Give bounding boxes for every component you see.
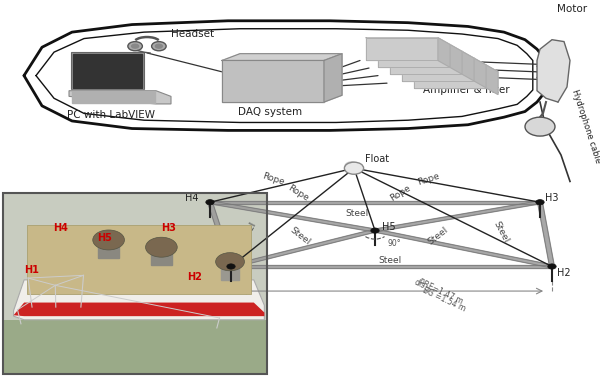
Text: Steel: Steel	[379, 256, 401, 265]
Circle shape	[128, 42, 142, 51]
Circle shape	[215, 253, 244, 271]
Bar	[3, 193, 267, 374]
Polygon shape	[402, 58, 474, 81]
Text: dis.: dis.	[413, 277, 429, 291]
Text: Motor: Motor	[557, 5, 587, 14]
Text: H4: H4	[185, 194, 198, 203]
Text: H3: H3	[161, 223, 176, 232]
Polygon shape	[209, 201, 376, 232]
Circle shape	[146, 237, 177, 257]
Text: BG =1.54 m: BG =1.54 m	[421, 285, 467, 313]
Text: PRE=1.47 m: PRE=1.47 m	[417, 278, 464, 306]
Polygon shape	[390, 51, 462, 74]
Text: H1: H1	[208, 268, 221, 278]
Text: Steel: Steel	[426, 226, 450, 247]
Text: Headset: Headset	[171, 29, 214, 39]
Text: H3: H3	[545, 194, 559, 203]
Polygon shape	[230, 229, 376, 268]
Text: DAQ system: DAQ system	[238, 107, 302, 117]
Circle shape	[548, 264, 556, 269]
Bar	[3, 320, 267, 374]
Bar	[3, 193, 267, 374]
Circle shape	[344, 162, 364, 174]
Polygon shape	[378, 45, 462, 51]
Polygon shape	[69, 91, 171, 104]
Text: Amplifier & filter: Amplifier & filter	[423, 85, 509, 95]
Circle shape	[155, 43, 163, 49]
Polygon shape	[14, 280, 265, 320]
Text: PC with LabVIEW: PC with LabVIEW	[67, 110, 155, 120]
Polygon shape	[414, 65, 498, 72]
Text: Hydrophone cable: Hydrophone cable	[570, 88, 600, 165]
Polygon shape	[73, 54, 142, 88]
Polygon shape	[71, 52, 144, 89]
Circle shape	[227, 264, 235, 269]
Text: Steel: Steel	[491, 220, 511, 245]
Polygon shape	[374, 229, 553, 268]
Polygon shape	[151, 247, 172, 265]
Circle shape	[536, 200, 544, 205]
Text: 90°: 90°	[387, 239, 401, 248]
Polygon shape	[324, 54, 342, 102]
Polygon shape	[221, 263, 239, 280]
Polygon shape	[486, 65, 498, 94]
Polygon shape	[366, 38, 438, 60]
Polygon shape	[402, 58, 486, 65]
Polygon shape	[390, 51, 474, 58]
Text: H5: H5	[382, 222, 395, 232]
Polygon shape	[378, 45, 450, 67]
Polygon shape	[414, 65, 486, 88]
Polygon shape	[72, 91, 155, 103]
Circle shape	[206, 200, 214, 205]
Text: H2: H2	[187, 273, 202, 282]
Text: Rope: Rope	[261, 172, 285, 187]
Text: Float: Float	[365, 154, 389, 164]
Circle shape	[131, 43, 139, 49]
Text: Steel: Steel	[288, 226, 312, 247]
Text: H1: H1	[24, 265, 39, 275]
Polygon shape	[474, 58, 486, 88]
Polygon shape	[537, 40, 570, 102]
Polygon shape	[462, 51, 474, 81]
Polygon shape	[374, 201, 541, 232]
Polygon shape	[538, 202, 554, 266]
Polygon shape	[438, 38, 450, 67]
Polygon shape	[231, 265, 552, 268]
Polygon shape	[450, 45, 462, 74]
Text: H2: H2	[557, 268, 571, 278]
Polygon shape	[210, 201, 540, 204]
Text: Rope: Rope	[286, 183, 310, 203]
Text: Steel: Steel	[239, 220, 259, 245]
Text: H4: H4	[53, 223, 68, 233]
Circle shape	[525, 117, 555, 136]
Polygon shape	[98, 240, 119, 258]
Text: Steel: Steel	[346, 209, 368, 218]
Polygon shape	[366, 38, 450, 45]
Polygon shape	[14, 302, 265, 316]
Text: H5: H5	[97, 233, 112, 243]
Circle shape	[152, 42, 166, 51]
Polygon shape	[208, 202, 233, 267]
Circle shape	[93, 230, 124, 250]
Circle shape	[371, 228, 379, 233]
Text: Rope: Rope	[417, 172, 441, 187]
Polygon shape	[27, 225, 251, 294]
Text: Rope: Rope	[389, 183, 413, 203]
Polygon shape	[222, 54, 342, 60]
Polygon shape	[222, 60, 324, 102]
